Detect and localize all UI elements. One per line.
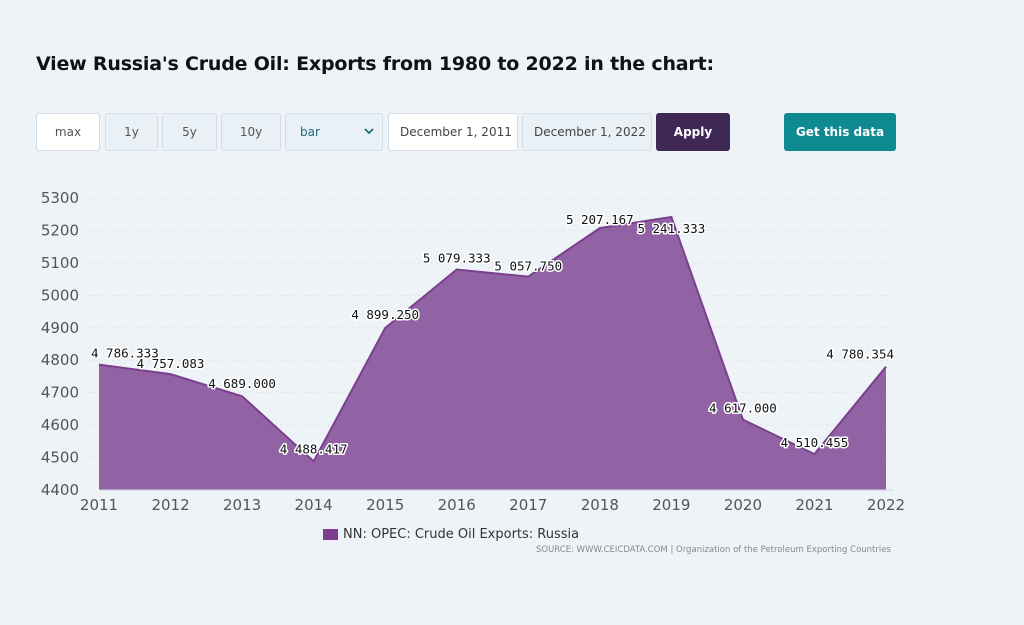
x-tick-label: 2022 — [867, 496, 905, 514]
x-tick-label: 2019 — [652, 496, 690, 514]
y-tick-label: 4500 — [41, 449, 79, 467]
x-tick-label: 2015 — [366, 496, 404, 514]
y-tick-label: 5200 — [41, 221, 79, 239]
data-label: 4 786.333 — [91, 346, 159, 361]
x-tick-label: 2013 — [223, 496, 261, 514]
date-to-input[interactable]: December 1, 2022 — [522, 113, 652, 151]
x-tick-label: 2014 — [295, 496, 333, 514]
y-tick-label: 4700 — [41, 384, 79, 402]
data-label: 4 617.000 — [709, 401, 777, 416]
chart-type-select[interactable]: bar — [285, 113, 383, 151]
data-label: 4 510.455 — [781, 435, 849, 450]
y-axis: 4400 4500 4600 4700 4800 4900 5000 5100 5200 5300 — [41, 189, 79, 499]
page-title: View Russia's Crude Oil: Exports from 19… — [36, 53, 714, 75]
source-note: SOURCE: WWW.CEICDATA.COM | Organization … — [536, 545, 891, 555]
x-tick-label: 2018 — [581, 496, 619, 514]
y-tick-label: 4400 — [41, 481, 79, 499]
x-axis: 2011 2012 2013 2014 2015 2016 2017 2018 2019 2020… — [80, 489, 905, 514]
range-max-button[interactable]: max — [36, 113, 100, 151]
data-label: 4 757.083 — [137, 356, 205, 371]
apply-button[interactable]: Apply — [656, 113, 730, 151]
data-label: 4 689.000 — [208, 376, 276, 391]
chevron-down-icon — [364, 128, 374, 135]
series-area — [99, 217, 886, 490]
data-label: 5 241.333 — [637, 221, 705, 236]
range-5y-button[interactable]: 5y — [162, 113, 217, 151]
data-label: 5 079.333 — [423, 251, 491, 266]
y-tick-label: 5000 — [41, 286, 79, 304]
get-data-button[interactable]: Get this data — [784, 113, 896, 151]
data-label: 4 488.417 — [280, 441, 348, 456]
x-tick-label: 2016 — [438, 496, 476, 514]
legend-label: NN: OPEC: Crude Oil Exports: Russia — [343, 527, 580, 542]
y-tick-label: 5100 — [41, 254, 79, 272]
y-tick-label: 5300 — [41, 189, 79, 207]
y-tick-label: 4600 — [41, 416, 79, 434]
x-tick-label: 2020 — [724, 496, 762, 514]
x-tick-label: 2012 — [151, 496, 189, 514]
range-10y-button[interactable]: 10y — [221, 113, 281, 151]
data-label: 4 899.250 — [351, 307, 419, 322]
series-line — [98, 215, 887, 463]
range-1y-button[interactable]: 1y — [105, 113, 158, 151]
data-label: 4 780.354 — [826, 347, 894, 362]
x-tick-label: 2021 — [795, 496, 833, 514]
chart-type-value: bar — [300, 125, 320, 139]
chart-legend[interactable]: NN: OPEC: Crude Oil Exports: Russia — [323, 527, 579, 542]
data-label: 5 207.167 — [566, 212, 634, 227]
date-from-input[interactable]: December 1, 2011 — [388, 113, 518, 151]
x-tick-label: 2017 — [509, 496, 547, 514]
y-tick-label: 4800 — [41, 351, 79, 369]
legend-swatch — [323, 529, 338, 540]
y-tick-label: 4900 — [41, 319, 79, 337]
data-label: 5 057.750 — [494, 259, 562, 274]
x-tick-label: 2011 — [80, 496, 118, 514]
